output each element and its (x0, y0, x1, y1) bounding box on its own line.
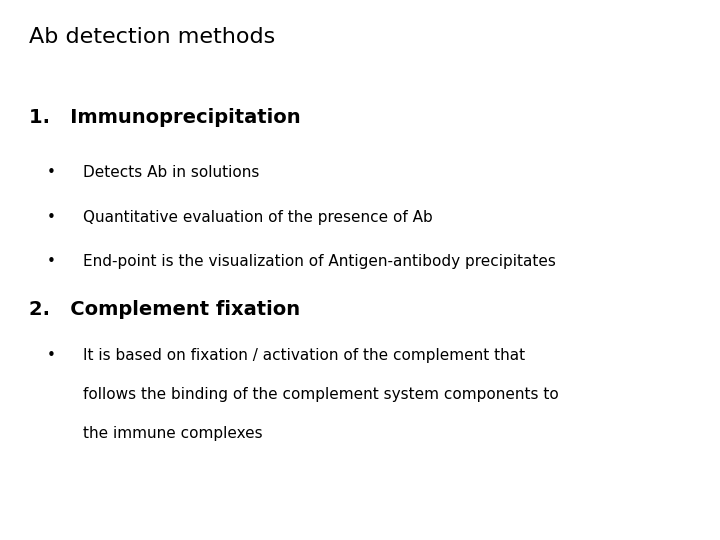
Text: Quantitative evaluation of the presence of Ab: Quantitative evaluation of the presence … (83, 210, 433, 225)
Text: •: • (47, 165, 55, 180)
Text: •: • (47, 210, 55, 225)
Text: the immune complexes: the immune complexes (83, 426, 262, 441)
Text: 2.   Complement fixation: 2. Complement fixation (29, 300, 300, 319)
Text: Detects Ab in solutions: Detects Ab in solutions (83, 165, 259, 180)
Text: It is based on fixation / activation of the complement that: It is based on fixation / activation of … (83, 348, 525, 363)
Text: •: • (47, 348, 55, 363)
Text: 1.   Immunoprecipitation: 1. Immunoprecipitation (29, 108, 300, 127)
Text: •: • (47, 254, 55, 269)
Text: Ab detection methods: Ab detection methods (29, 27, 275, 47)
Text: End-point is the visualization of Antigen-antibody precipitates: End-point is the visualization of Antige… (83, 254, 556, 269)
Text: follows the binding of the complement system components to: follows the binding of the complement sy… (83, 387, 559, 402)
